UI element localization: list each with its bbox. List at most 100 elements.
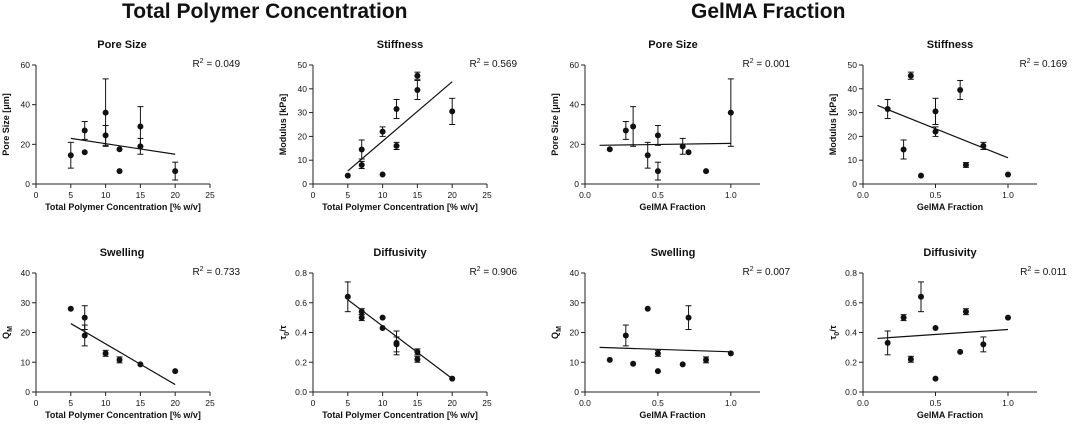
y-tick-label: 0.0 [295,387,307,397]
y-tick-label: 40 [570,268,580,278]
y-tick-label: 20 [21,139,31,149]
y-tick-label: 40 [570,100,580,110]
x-tick-label: 25 [205,190,215,200]
y-tick-label: 30 [298,108,308,118]
data-point [81,314,88,321]
data-point [358,314,365,321]
data-point [358,161,365,168]
data-point [932,108,939,115]
data-point [379,325,386,332]
y-tick-label: 0 [25,179,30,189]
y-tick-label: 0 [574,387,579,397]
chart-panel-2: Stiffness R2 = 0.569 0 10 20 30 40 50 0 5 10 15 20 25… [278,39,517,212]
x-tick-label: 1.0 [1002,398,1014,408]
y-axis-label: QM [1,326,14,339]
x-tick-label: 1.0 [725,190,737,200]
data-point [900,146,907,153]
data-point [81,149,88,156]
y-tick-label: 20 [570,328,580,338]
y-tick-label: 0 [302,179,307,189]
x-tick-label: 10 [101,190,111,200]
y-tick-label: 50 [298,60,308,70]
chart-title: Stiffness [927,39,973,51]
data-point [932,128,939,135]
x-axis-label: GelMA Fraction [639,202,705,212]
x-tick-label: 25 [205,398,215,408]
chart-panel-3: Pore Size R2 = 0.001 0 20 40 60 0.0 0.5 1.0 GelMA… [550,39,790,212]
regression-line [877,104,1009,159]
y-tick-label: 10 [21,357,31,367]
r-squared-label: R2 = 0.569 [469,58,517,70]
data-point [414,72,421,79]
data-point [654,368,661,375]
chart-title: Diffusivity [373,247,427,259]
data-point [622,332,629,339]
data-point [344,293,351,300]
data-point [116,168,123,175]
y-tick-label: 10 [848,155,858,165]
y-tick-label: 50 [848,60,858,70]
data-point [393,142,400,149]
y-tick-label: 10 [298,155,308,165]
regression-line [70,323,176,386]
data-point [449,108,456,115]
y-axis-label: Pore Size [μm] [550,93,560,156]
x-tick-label: 0.0 [857,190,869,200]
data-point [414,348,421,355]
data-point [685,314,692,321]
data-point [393,106,400,113]
x-tick-label: 25 [482,398,492,408]
chart-title: Swelling [100,247,145,259]
chart-panel-1: Pore Size R2 = 0.049 0 20 40 60 0 5 10 15 20 25 Tota… [1,39,240,212]
data-point [962,308,969,315]
y-tick-label: 20 [21,328,31,338]
data-point [102,109,109,116]
y-tick-label: 60 [570,60,580,70]
y-tick-label: 0.6 [295,298,307,308]
x-tick-label: 10 [378,398,388,408]
data-point [81,332,88,339]
x-tick-label: 10 [101,398,111,408]
x-tick-label: 0.0 [579,190,591,200]
y-tick-label: 30 [21,298,31,308]
x-tick-label: 0.5 [930,190,942,200]
data-point [907,356,914,363]
data-point [116,146,123,153]
data-point [358,308,365,315]
x-tick-label: 10 [378,190,388,200]
x-tick-label: 25 [482,190,492,200]
chart-title: Swelling [651,247,696,259]
data-point [172,168,179,175]
data-point [980,341,987,348]
data-point [116,356,123,363]
data-point [630,123,637,130]
x-axis-label: Total Polymer Concentration [% w/v] [322,202,478,212]
x-axis-label: GelMA Fraction [917,202,983,212]
y-axis-label: Modulus [kPa] [278,94,288,156]
x-tick-label: 0.5 [930,398,942,408]
x-tick-label: 0.5 [652,190,664,200]
chart-title: Pore Size [648,39,698,51]
y-tick-label: 0.6 [845,298,857,308]
y-tick-label: 0 [852,179,857,189]
data-point [172,368,179,375]
data-point [67,305,74,312]
x-tick-label: 0.5 [652,398,664,408]
data-point [679,361,686,368]
chart-panel-5: Swelling R2 = 0.733 0 10 20 30 40 0 5 10 15 20 25 Tot… [1,247,240,420]
chart-title: Pore Size [97,39,147,51]
data-point [957,86,964,93]
data-point [81,127,88,134]
data-point [644,305,651,312]
data-point [654,132,661,139]
data-point [1005,314,1011,321]
data-point [727,350,734,357]
regression-line [877,328,1009,340]
data-point [703,168,710,175]
regression-line [70,137,176,155]
data-point [137,123,144,130]
y-tick-label: 40 [21,100,31,110]
data-point [962,161,969,168]
y-tick-label: 60 [21,60,31,70]
